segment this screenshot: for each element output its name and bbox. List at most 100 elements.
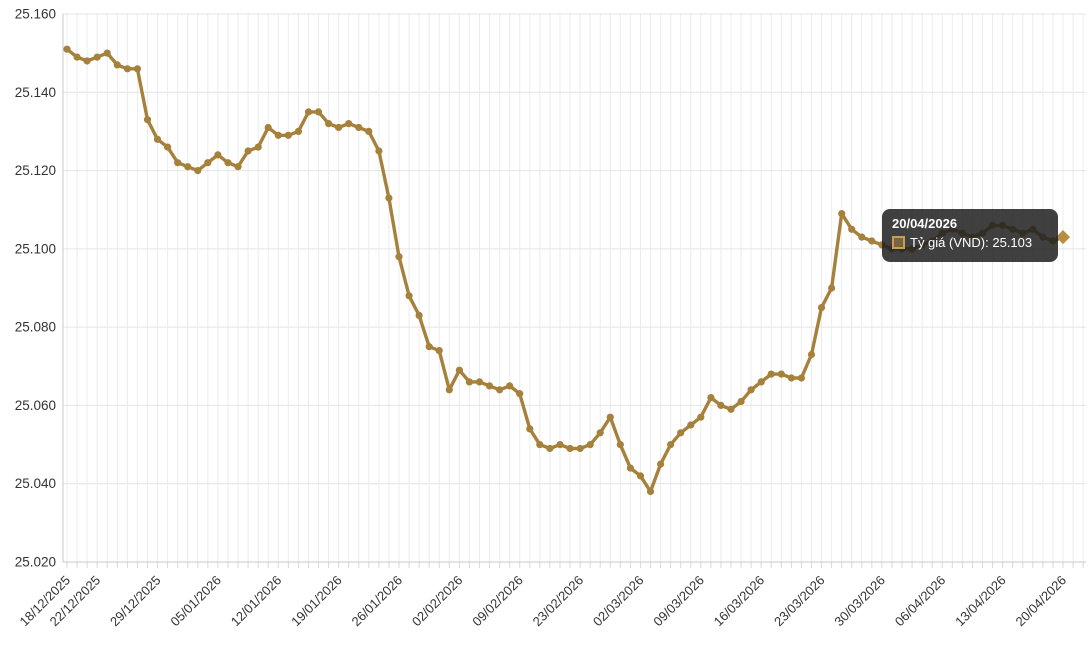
data-point-marker: [345, 120, 353, 128]
data-point-marker: [878, 241, 886, 249]
y-axis-label: 25.020: [15, 555, 56, 570]
data-point-marker: [1049, 237, 1057, 245]
data-point-marker: [264, 123, 272, 132]
data-point-marker: [204, 159, 212, 167]
data-point-marker: [646, 487, 655, 496]
data-point-marker: [153, 135, 162, 143]
x-axis-label: 02/02/2026: [409, 573, 466, 630]
data-point-marker: [928, 237, 936, 245]
data-point-marker: [908, 245, 916, 253]
x-axis-label: 13/04/2026: [952, 573, 1009, 630]
x-axis-label: 19/01/2026: [288, 573, 345, 630]
x-axis-label: 29/12/2025: [107, 573, 164, 630]
data-point-marker: [405, 292, 413, 300]
data-point-marker: [294, 127, 302, 135]
data-point-marker: [576, 444, 584, 453]
data-point-marker: [73, 53, 81, 61]
data-point-marker: [1039, 233, 1047, 241]
y-axis-label: 25.120: [15, 163, 56, 178]
data-point-marker: [697, 413, 705, 421]
data-point-marker: [677, 429, 685, 437]
data-point-marker: [465, 378, 473, 386]
data-point-marker: [586, 441, 594, 449]
x-axis-label: 05/01/2026: [167, 573, 224, 630]
data-point-marker: [978, 229, 987, 237]
x-axis-label: 30/03/2026: [831, 573, 888, 630]
data-point-marker: [164, 143, 172, 151]
data-point-marker: [103, 49, 111, 57]
data-point-marker: [355, 123, 363, 132]
data-point-marker: [435, 347, 443, 355]
data-point-marker: [516, 390, 524, 398]
data-point-marker: [365, 127, 373, 135]
data-point-marker: [807, 350, 816, 359]
data-point-marker: [747, 386, 755, 394]
data-point-marker: [113, 61, 121, 69]
data-point-marker: [224, 159, 232, 167]
data-point-marker: [475, 378, 484, 386]
data-point-marker: [556, 441, 564, 449]
data-point-marker: [194, 167, 202, 175]
data-point-marker: [566, 444, 574, 453]
data-point-marker: [314, 108, 323, 116]
data-point-marker: [445, 386, 453, 394]
data-point-marker: [838, 210, 846, 218]
data-point-marker: [938, 229, 946, 237]
data-point-marker: [606, 413, 614, 421]
data-point-marker: [767, 370, 775, 378]
data-point-marker: [968, 233, 977, 241]
data-point-marker: [958, 229, 967, 237]
y-axis-label: 25.160: [15, 7, 56, 22]
data-point-marker: [184, 163, 192, 171]
data-point-marker: [596, 429, 604, 437]
y-axis-label: 25.060: [15, 398, 56, 413]
data-point-marker: [93, 53, 101, 61]
data-point-marker: [335, 123, 343, 132]
data-point-marker: [888, 245, 896, 253]
data-point-marker: [667, 441, 675, 449]
x-axis-label: 26/01/2026: [348, 573, 405, 630]
data-point-marker: [455, 366, 463, 374]
x-axis-label: 16/03/2026: [711, 573, 768, 630]
data-point-marker: [1009, 225, 1017, 233]
data-point-marker: [304, 108, 313, 116]
data-point-marker: [999, 221, 1007, 229]
x-axis-label: 23/03/2026: [771, 573, 828, 630]
data-point-marker: [143, 116, 152, 124]
x-axis-label: 23/02/2026: [530, 573, 587, 630]
x-axis-label: 20/04/2026: [1012, 573, 1069, 630]
data-point-marker: [737, 397, 745, 406]
data-point-marker: [395, 253, 403, 261]
data-point-marker: [898, 245, 906, 253]
y-axis-label: 25.080: [15, 320, 56, 335]
y-axis-label: 25.040: [15, 476, 56, 491]
data-point-marker: [636, 472, 645, 480]
data-point-marker: [83, 57, 91, 65]
data-point-marker: [174, 159, 182, 167]
y-axis-label: 25.100: [15, 241, 56, 256]
data-point-marker: [425, 343, 433, 351]
data-point-marker: [948, 225, 956, 233]
data-point-marker: [1019, 229, 1027, 237]
hovered-point-marker: [1055, 230, 1071, 245]
data-point-marker: [325, 120, 333, 128]
data-point-marker: [244, 147, 252, 155]
data-point-marker: [797, 374, 806, 382]
data-point-marker: [1029, 225, 1037, 233]
y-axis-label: 25.140: [15, 85, 56, 100]
x-axis-label: 09/03/2026: [650, 573, 707, 630]
series-line: [65, 47, 1065, 494]
data-point-marker: [254, 143, 262, 151]
data-point-marker: [234, 163, 242, 171]
data-point-marker: [506, 382, 514, 390]
x-axis-label: 02/03/2026: [590, 573, 647, 630]
data-point-marker: [375, 147, 383, 155]
data-point-marker: [989, 221, 997, 229]
data-point-marker: [123, 65, 131, 73]
data-point-marker: [214, 151, 222, 159]
data-point-marker: [817, 304, 826, 312]
x-axis-label: 12/01/2026: [228, 573, 285, 630]
data-point-marker: [485, 382, 494, 390]
